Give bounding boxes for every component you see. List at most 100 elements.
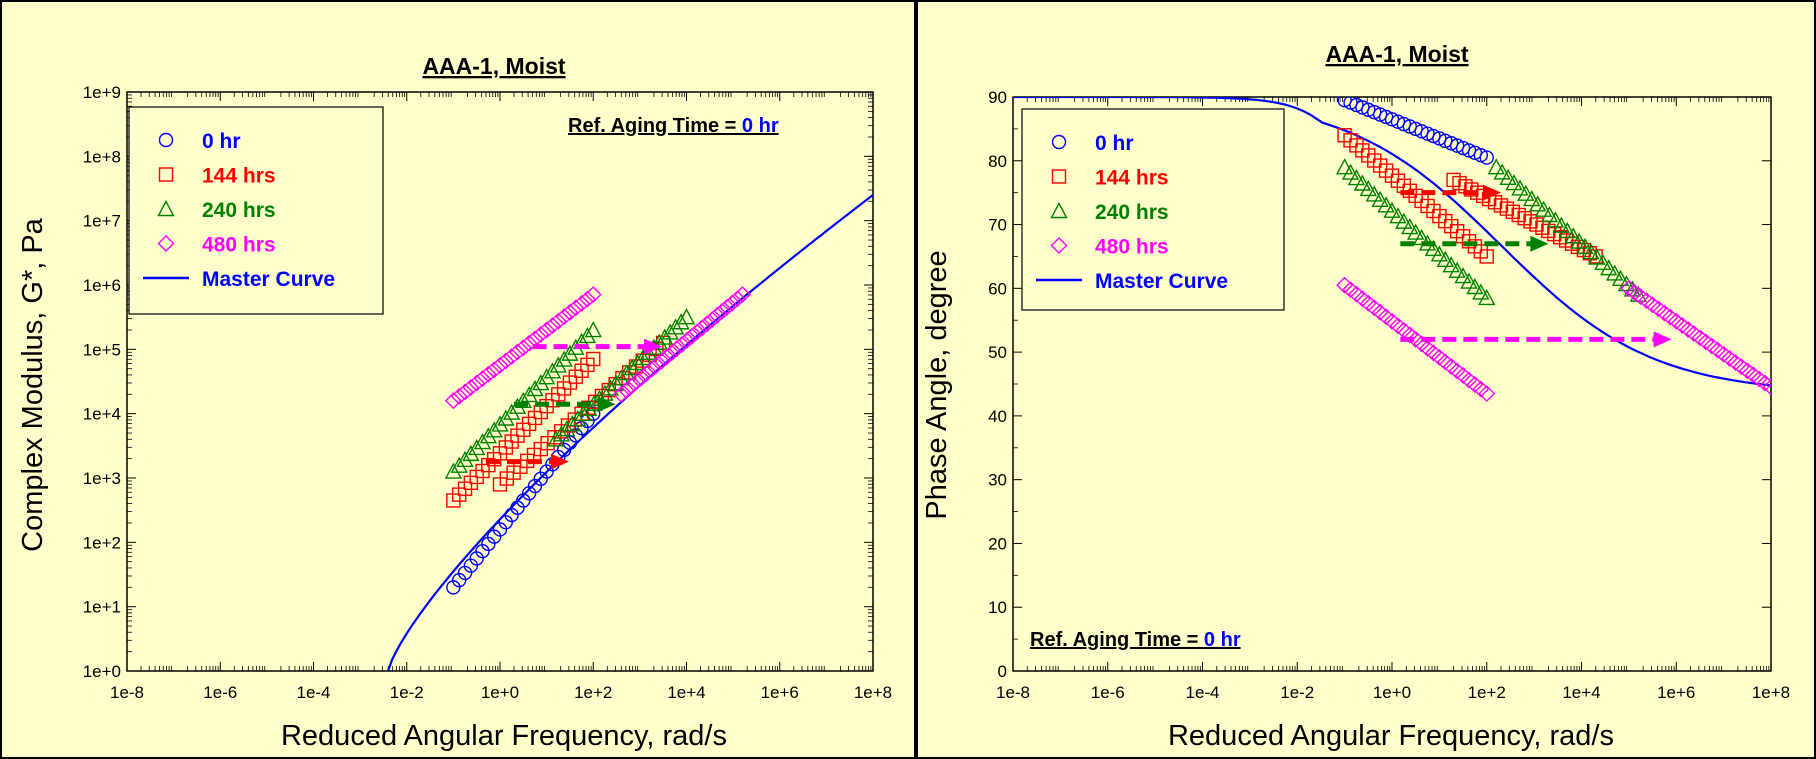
data-point-480-hrs	[532, 325, 550, 343]
x-tick-label: 1e+6	[761, 683, 799, 702]
data-point-240-hrs	[1407, 223, 1425, 240]
data-point-240-hrs	[555, 350, 573, 367]
data-point-240-hrs	[1341, 163, 1360, 180]
shifted-point-240-hrs	[1617, 275, 1636, 292]
data-point-240-hrs	[514, 391, 532, 408]
x-tick-label: 1e+0	[1373, 683, 1411, 702]
shifted-point-240-hrs	[1552, 216, 1571, 233]
shifted-point-240-hrs	[612, 369, 630, 386]
data-point-240-hrs	[1436, 250, 1454, 267]
shifted-point-480-hrs	[688, 323, 706, 341]
shifted-point-480-hrs	[728, 290, 746, 308]
shifted-point-480-hrs	[703, 311, 721, 329]
data-point-480-hrs	[508, 343, 526, 361]
data-point-480-hrs	[485, 361, 503, 379]
data-layer	[387, 194, 873, 671]
shifted-point-240-hrs	[1600, 259, 1618, 276]
y-tick-label: 1e+0	[83, 662, 121, 681]
y-tick-label: 1e+7	[83, 212, 121, 231]
data-point-480-hrs	[543, 317, 561, 335]
y-tick-label: 1e+8	[83, 147, 121, 166]
data-point-480-hrs	[497, 352, 515, 370]
shifted-point-240-hrs	[569, 410, 587, 427]
shifted-point-480-hrs	[658, 348, 676, 366]
x-tick-label: 1e-4	[1185, 683, 1219, 702]
ref-aging-annotation: Ref. Aging Time = 0 hr	[1030, 629, 1241, 651]
x-tick-label: 1e-2	[1280, 683, 1314, 702]
shifted-point-240-hrs	[661, 323, 679, 340]
shifted-point-240-hrs	[579, 399, 598, 417]
shifted-point-240-hrs	[656, 328, 674, 345]
data-point-240-hrs	[1454, 267, 1472, 284]
shifted-point-240-hrs	[547, 430, 565, 447]
shifted-point-240-hrs	[1611, 269, 1630, 286]
legend-label-master-curve: Master Curve	[202, 268, 335, 291]
shifted-point-240-hrs	[1505, 174, 1523, 191]
data-point-240-hrs	[1442, 256, 1460, 273]
shifted-point-240-hrs	[628, 354, 647, 371]
legend-label-480-hrs: 480 hrs	[202, 234, 276, 257]
data-point-240-hrs	[473, 433, 492, 450]
data-point-240-hrs	[450, 456, 468, 473]
data-point-480-hrs	[503, 348, 521, 366]
data-point-480-hrs	[491, 356, 509, 374]
ref-aging-annotation: Ref. Aging Time = 0 hr	[568, 115, 779, 137]
shifted-point-480-hrs	[627, 373, 645, 391]
legend-swatch-240-hrs	[1050, 202, 1068, 219]
y-tick-label: 70	[988, 216, 1007, 235]
y-tick-label: 80	[988, 152, 1007, 171]
y-axis-title: Complex Modulus, G*, Pa	[17, 217, 49, 552]
shifted-point-240-hrs	[1558, 221, 1576, 239]
y-tick-label: 10	[988, 598, 1007, 617]
shifted-point-240-hrs	[1576, 237, 1594, 255]
x-tick-label: 1e-6	[203, 683, 237, 702]
data-point-240-hrs	[1401, 218, 1419, 235]
shift-arrow-head	[644, 338, 663, 355]
data-point-240-hrs	[1448, 261, 1466, 278]
shifted-point-240-hrs	[1588, 248, 1606, 265]
data-point-240-hrs	[1335, 158, 1354, 175]
shifted-point-240-hrs	[677, 308, 696, 325]
data-point-240-hrs	[456, 450, 474, 467]
shifted-point-480-hrs	[678, 331, 696, 349]
x-tick-label: 1e-4	[296, 683, 330, 702]
shifted-point-240-hrs	[1534, 200, 1553, 217]
shifted-point-480-hrs	[733, 286, 751, 304]
data-point-240-hrs	[462, 444, 480, 462]
data-point-480-hrs	[468, 374, 486, 392]
data-point-240-hrs	[532, 374, 550, 391]
y-tick-label: 0	[998, 662, 1007, 681]
legend-swatch-144-hrs	[158, 167, 174, 182]
data-point-480-hrs	[456, 383, 474, 401]
data-point-240-hrs	[578, 326, 597, 344]
shifted-point-240-hrs	[563, 415, 581, 432]
shifted-point-240-hrs	[623, 359, 641, 376]
shifted-point-240-hrs	[1564, 227, 1582, 244]
shifted-point-240-hrs	[1605, 264, 1624, 281]
y-axis-title: Phase Angle, degree	[921, 250, 953, 519]
y-tick-label: 1e+6	[83, 276, 121, 295]
legend-swatch-144-hrs	[1051, 169, 1067, 184]
shifted-point-240-hrs	[601, 379, 620, 396]
shifted-point-240-hrs	[1511, 179, 1529, 196]
shifted-point-240-hrs	[1517, 184, 1535, 201]
legend-label-144-hrs: 144 hrs	[202, 165, 276, 188]
shifted-point-240-hrs	[1594, 253, 1612, 271]
shift-arrow-head	[1653, 331, 1672, 348]
data-point-480-hrs	[462, 379, 480, 397]
plot-area: 1e-8 1e-6 1e-4 1e-2 1e+0 1e+2 1e+4 1e+6 1e+8 0 10 2…	[988, 88, 1790, 702]
data-point-480-hrs	[444, 392, 462, 410]
phase-angle-chart: AAA-1, Moist Reduced Angular Frequency, …	[916, 0, 1816, 759]
shift-arrow-head	[1483, 184, 1502, 201]
y-tick-label: 60	[988, 279, 1007, 298]
y-tick-label: 1e+9	[83, 83, 121, 102]
shifted-point-480-hrs	[683, 327, 701, 345]
data-point-240-hrs	[1472, 283, 1490, 300]
x-tick-label: 1e+0	[481, 683, 519, 702]
data-point-480-hrs	[578, 290, 596, 308]
data-point-240-hrs	[502, 403, 521, 420]
shifted-point-480-hrs	[632, 369, 650, 387]
data-point-240-hrs	[1371, 190, 1389, 208]
chart-title: AAA-1, Moist	[422, 53, 565, 79]
